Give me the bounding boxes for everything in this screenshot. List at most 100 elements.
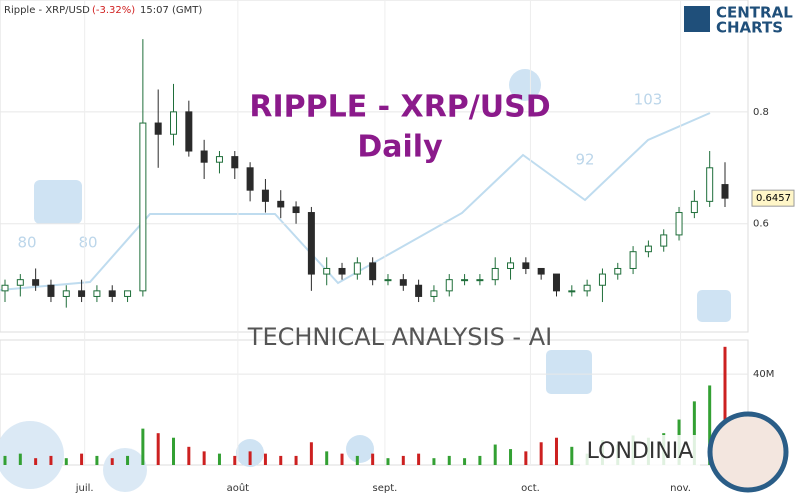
watermark-label: 80 <box>17 234 36 252</box>
x-tick-label: août <box>227 482 250 494</box>
icon <box>346 435 374 463</box>
header-symbol: Ripple - XRP/USD <box>4 5 90 16</box>
volume-bar <box>371 453 375 465</box>
candle-body <box>583 284 591 292</box>
candle-body <box>231 156 239 169</box>
price-panel <box>0 0 749 333</box>
price-label: 0.6457 <box>756 193 791 204</box>
candle-body <box>721 184 729 199</box>
volume-bar <box>570 446 574 465</box>
icon <box>546 350 592 394</box>
candle-body <box>323 267 331 275</box>
volume-bar <box>417 453 421 465</box>
volume-bar <box>95 455 99 465</box>
candle-body <box>690 200 698 214</box>
x-tick-label: juil. <box>75 483 94 494</box>
chart-title: RIPPLE - XRP/USD <box>249 90 550 125</box>
candle-body <box>62 290 70 297</box>
volume-bar <box>156 433 160 465</box>
candle-body <box>108 290 116 297</box>
candle-body <box>154 122 162 135</box>
volume-bar <box>49 455 53 465</box>
icon <box>697 290 731 322</box>
banner: TECHNICAL ANALYSIS - AI <box>247 323 552 351</box>
volume-bar <box>447 455 451 465</box>
volume-bar <box>355 455 359 465</box>
volume-bar <box>432 458 436 465</box>
volume-bar <box>340 453 344 465</box>
volume-bar <box>202 451 206 465</box>
chart-subtitle: Daily <box>357 130 443 165</box>
volume-bar <box>539 442 543 465</box>
volume-bar <box>554 437 558 465</box>
candle-body <box>415 284 423 297</box>
x-tick-label: sept. <box>373 483 398 494</box>
candle-body <box>614 267 622 275</box>
candle-body <box>32 279 40 286</box>
candle-body <box>706 167 714 202</box>
candle-body <box>644 245 652 253</box>
candle-body <box>353 262 361 275</box>
y-tick-label: 0.6 <box>753 219 769 230</box>
logo-mark <box>684 6 710 32</box>
candle-body <box>445 279 453 292</box>
candle-body <box>185 111 193 152</box>
icon <box>509 69 541 101</box>
volume-bar <box>187 446 191 465</box>
candle-body <box>338 267 346 275</box>
volume-bar <box>692 401 696 465</box>
volume-bar <box>34 458 38 465</box>
volume-bar <box>141 428 145 465</box>
candle-body <box>139 122 147 292</box>
candle-body <box>261 189 269 202</box>
candle-body <box>292 206 300 214</box>
volume-bar <box>18 453 22 465</box>
watermark-labels: 80 80 92 103 <box>17 91 662 252</box>
volume-bar <box>325 451 329 465</box>
header-time: 15:07 (GMT) <box>140 5 202 16</box>
candle-body <box>16 279 24 286</box>
candle-body <box>430 290 438 297</box>
candle-body <box>461 279 469 282</box>
candle-body <box>246 167 254 191</box>
y-tick-label: 0.8 <box>753 107 769 118</box>
volume-bar <box>263 453 267 465</box>
volume-bar <box>217 453 221 465</box>
volume-bar <box>80 453 84 465</box>
volume-bar <box>478 455 482 465</box>
volume-bar <box>509 449 513 465</box>
volume-bar <box>463 458 467 465</box>
volume-bar <box>172 437 176 465</box>
volume-bar <box>248 451 252 465</box>
marks: 0.6 0.8 40M juil. août sept. oct. nov. 0.6457 <box>0 0 795 494</box>
candle-body <box>277 200 285 208</box>
candle-body <box>660 234 668 247</box>
header-change: (-3.32%) <box>92 5 135 16</box>
candle-body <box>568 290 576 293</box>
candle-body <box>369 262 377 281</box>
volume-bar <box>401 455 405 465</box>
volume-bar <box>493 444 497 465</box>
candle-body <box>537 267 545 275</box>
candle-body <box>124 290 132 297</box>
candle-body <box>200 150 208 163</box>
icon <box>0 421 64 489</box>
volume-bar <box>309 442 313 465</box>
avatar <box>707 411 789 493</box>
watermark-label: 92 <box>575 151 594 169</box>
candle-body <box>1 284 9 292</box>
watermark-line <box>0 112 711 291</box>
volume-bar <box>386 458 390 465</box>
volume-bar <box>708 385 712 465</box>
volume-bar <box>233 455 237 465</box>
candle-body <box>552 273 560 292</box>
volume-bar <box>524 451 528 465</box>
candle-body <box>522 262 530 269</box>
volume-bar <box>294 455 298 465</box>
candle-body <box>78 290 86 297</box>
candle-body <box>93 290 101 297</box>
candle-body <box>629 251 637 269</box>
volume-bar <box>723 346 727 465</box>
